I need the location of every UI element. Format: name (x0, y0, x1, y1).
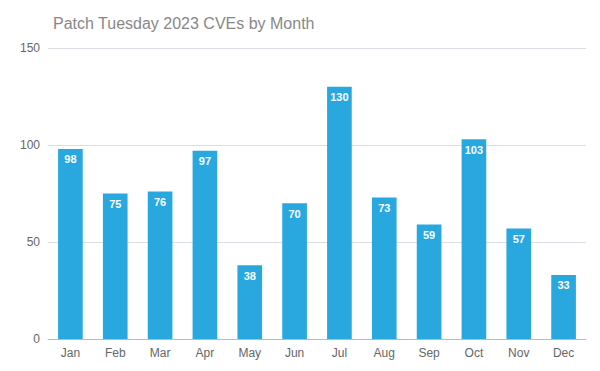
svg-text:Jul: Jul (332, 346, 347, 360)
svg-text:150: 150 (20, 41, 40, 55)
svg-text:Mar: Mar (150, 346, 171, 360)
svg-text:Jan: Jan (61, 346, 80, 360)
svg-text:70: 70 (288, 208, 300, 220)
svg-text:Dec: Dec (553, 346, 574, 360)
svg-text:Apr: Apr (196, 346, 215, 360)
svg-text:0: 0 (33, 332, 40, 346)
svg-text:97: 97 (199, 155, 211, 167)
svg-text:59: 59 (423, 229, 435, 241)
svg-text:98: 98 (64, 153, 76, 165)
svg-text:73: 73 (378, 202, 390, 214)
svg-text:Feb: Feb (105, 346, 126, 360)
svg-text:76: 76 (154, 196, 166, 208)
svg-text:Jun: Jun (285, 346, 304, 360)
svg-text:103: 103 (465, 144, 483, 156)
svg-text:38: 38 (244, 270, 256, 282)
svg-text:Nov: Nov (508, 346, 529, 360)
svg-text:Sep: Sep (418, 346, 440, 360)
svg-text:Oct: Oct (465, 346, 484, 360)
svg-text:75: 75 (109, 198, 121, 210)
svg-text:Patch Tuesday 2023 CVEs by Mon: Patch Tuesday 2023 CVEs by Month (53, 15, 314, 32)
svg-text:Aug: Aug (374, 346, 395, 360)
svg-text:33: 33 (557, 279, 569, 291)
svg-text:50: 50 (27, 235, 41, 249)
svg-text:100: 100 (20, 138, 40, 152)
svg-text:130: 130 (330, 91, 348, 103)
svg-text:57: 57 (513, 233, 525, 245)
svg-text:May: May (238, 346, 261, 360)
